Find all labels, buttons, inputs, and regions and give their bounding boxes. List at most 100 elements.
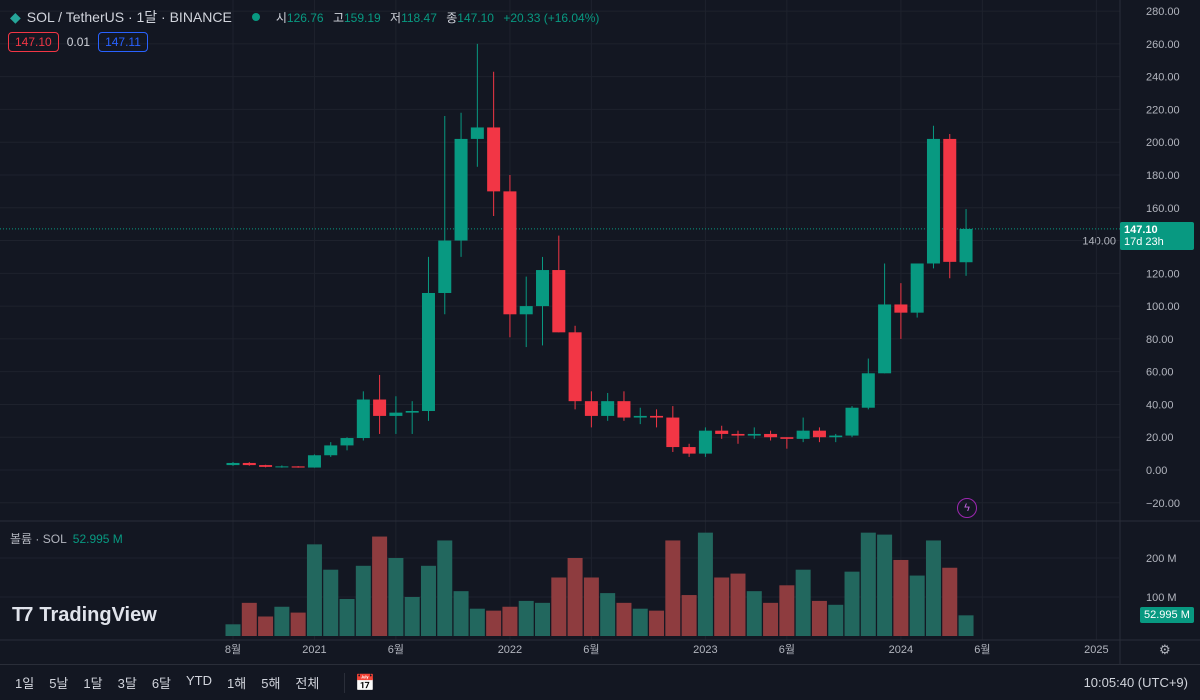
sell-button[interactable]: 147.10 (8, 32, 59, 52)
volume-bar (274, 606, 290, 636)
buy-button[interactable]: 147.11 (98, 32, 148, 52)
price-tick-label: 180.00 (1146, 170, 1180, 182)
candle (894, 283, 908, 339)
candle-body (894, 304, 908, 313)
price-tick-label: 0.00 (1146, 465, 1167, 477)
price-tick-label: 40.00 (1146, 399, 1174, 411)
candle-body (291, 466, 305, 468)
candle-body (519, 306, 533, 315)
candle (438, 115, 452, 315)
candle (519, 276, 533, 348)
candle (796, 417, 810, 443)
candle-body (552, 270, 566, 333)
candle (715, 425, 729, 439)
range-button[interactable]: 1달 (83, 676, 103, 691)
candle-body (226, 462, 240, 466)
range-button[interactable]: 1해 (227, 676, 247, 691)
candle (356, 391, 370, 441)
tradingview-logo-icon: T7 (12, 604, 33, 626)
candle-body (650, 415, 664, 418)
candle-body (910, 263, 924, 313)
volume-bar (942, 567, 958, 636)
volume-bar (632, 608, 648, 636)
candle-body (421, 292, 435, 411)
candle (552, 235, 566, 333)
candle-body (568, 332, 582, 402)
price-chart[interactable]: 280.00 260.00 240.00 220.00 200.00 180.00 160.… (0, 0, 1200, 664)
candle-body (747, 433, 761, 436)
symbol-title[interactable]: SOL / TetherUS · 1달 · BINANCE (26, 9, 232, 25)
volume-bar (730, 573, 746, 636)
candle (275, 465, 289, 468)
candle-body (682, 447, 696, 454)
time-tick-label: 2024 (889, 644, 913, 656)
time-tick-label: 2021 (302, 644, 326, 656)
tradingview-logo[interactable]: T7 TradingView (12, 604, 157, 626)
candle (470, 43, 484, 167)
price-tick-label: 160.00 (1146, 203, 1180, 215)
candle (340, 437, 354, 451)
candle-body (926, 138, 940, 264)
volume-bar (763, 602, 779, 636)
candle (731, 430, 745, 444)
candle (405, 401, 419, 434)
candle-body (845, 407, 859, 436)
volume-bar (567, 558, 583, 636)
last-price-label: 147.10 17d 23h (1120, 222, 1194, 250)
candle (861, 358, 875, 410)
candle (487, 71, 501, 216)
candle (536, 256, 550, 346)
candle (780, 437, 794, 449)
volume-bar (306, 544, 322, 636)
volume-bar (225, 624, 241, 636)
volume-bar (437, 540, 453, 636)
volume-bar (241, 602, 257, 636)
volume-bar (583, 577, 599, 636)
range-button[interactable]: 5해 (261, 676, 281, 691)
lightning-icon[interactable]: ϟ (957, 498, 977, 518)
candle (568, 325, 582, 410)
candle-body (878, 304, 892, 374)
time-tick-label: 6월 (779, 643, 795, 656)
candle (389, 396, 403, 434)
volume-bar (681, 595, 697, 636)
candle (666, 406, 680, 452)
volume-bar (828, 604, 844, 636)
volume-bar (909, 575, 925, 636)
range-button[interactable]: 1일 (15, 676, 35, 691)
range-button[interactable]: YTD (186, 673, 213, 688)
candle (959, 209, 973, 276)
candle (373, 374, 387, 434)
candle (845, 406, 859, 438)
range-button[interactable]: 6달 (151, 676, 172, 691)
clock[interactable]: 10:05:40 (UTC+9) (1083, 675, 1188, 690)
candle-body (536, 270, 550, 307)
candle (878, 263, 892, 374)
candle-body (307, 455, 321, 468)
candle-body (584, 401, 598, 416)
volume-bar (258, 616, 274, 636)
bottom-toolbar: 1일 5날 1달 3달 6달 YTD 1해 5해 전체 📅 10:05:40 (UTC+9) (0, 664, 1200, 700)
volume-bar (616, 602, 632, 636)
candle (259, 464, 273, 468)
candle (307, 454, 321, 468)
candle-body (731, 433, 745, 436)
date-range-buttons: 1일 5날 1달 3달 6달 YTD 1해 5해 전체 (15, 673, 334, 692)
candle (454, 112, 468, 257)
candle-body (764, 433, 778, 438)
range-button[interactable]: 전체 (295, 676, 320, 691)
volume-bar (860, 532, 876, 636)
candle-body (812, 430, 826, 438)
range-button[interactable]: 3달 (117, 676, 137, 691)
time-tick-label: 6월 (974, 643, 990, 656)
range-button[interactable]: 5날 (49, 676, 69, 691)
divider (344, 672, 346, 693)
go-to-date-icon[interactable]: 📅 (355, 674, 376, 692)
candle-body (829, 435, 843, 438)
volume-bar (893, 559, 909, 636)
settings-icon[interactable]: ⚙ (1159, 642, 1171, 657)
volume-bar (811, 600, 827, 636)
volume-bar (844, 571, 860, 636)
candle-body (405, 410, 419, 413)
candle-body (340, 438, 354, 446)
